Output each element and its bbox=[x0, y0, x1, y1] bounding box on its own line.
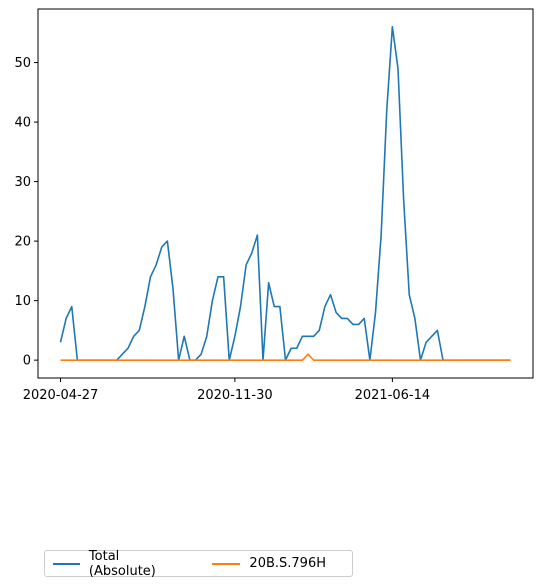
plot-area-frame bbox=[37, 8, 534, 379]
y-tick-label: 40 bbox=[14, 116, 31, 131]
legend-label-variant: 20B.S.796H bbox=[249, 556, 326, 571]
legend-swatch-total bbox=[53, 562, 80, 565]
y-tick-label: 50 bbox=[14, 56, 31, 71]
x-tick-label: 2020-04-27 bbox=[23, 388, 99, 403]
y-tick-label: 20 bbox=[14, 235, 31, 250]
series-line-20b-s-796h bbox=[60, 353, 511, 361]
series-line-total bbox=[59, 26, 511, 361]
y-tick-label: 10 bbox=[14, 294, 31, 309]
y-tick-label: 0 bbox=[23, 354, 31, 369]
legend-swatch-variant bbox=[212, 562, 241, 565]
y-axis: 0 10 20 30 40 50 bbox=[14, 56, 38, 369]
x-tick-label: 2020-11-30 bbox=[197, 388, 273, 403]
y-tick-label: 30 bbox=[14, 175, 31, 190]
legend-entry-total: Total (Absolute) bbox=[53, 549, 186, 579]
x-tick-label: 2021-06-14 bbox=[355, 388, 431, 403]
x-axis: 2020-04-27 2020-11-30 2021-06-14 bbox=[23, 378, 430, 403]
legend-entry-variant: 20B.S.796H bbox=[212, 556, 326, 571]
legend: Total (Absolute) 20B.S.796H bbox=[44, 549, 353, 579]
legend-label-total: Total (Absolute) bbox=[88, 548, 156, 579]
series-lines bbox=[59, 26, 511, 361]
